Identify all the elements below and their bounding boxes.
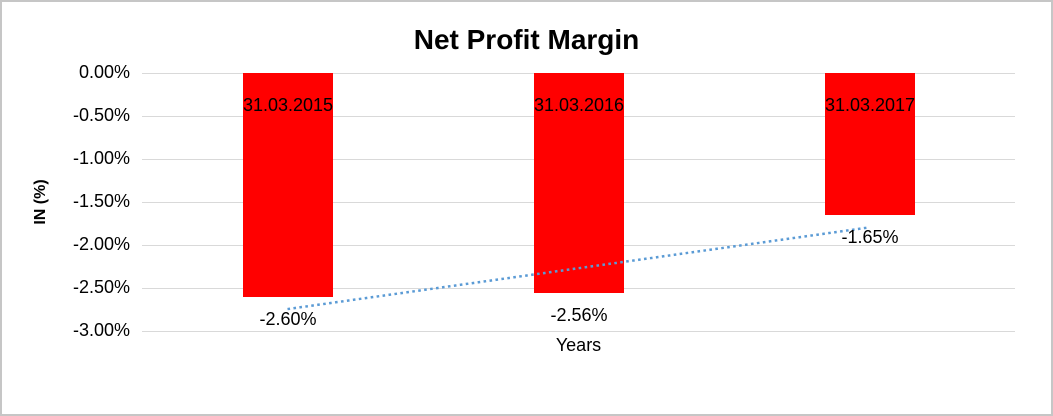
bar-value-label: -2.60%: [259, 309, 317, 329]
bar: [825, 73, 915, 215]
trendline: [287, 226, 870, 311]
y-axis-tick-label: -3.00%: [72, 320, 130, 340]
trendline-segment: [287, 226, 870, 311]
bar-value-label: -1.65%: [841, 227, 899, 247]
y-axis-tick-label: -2.00%: [72, 234, 130, 254]
x-axis-title: Years: [555, 335, 602, 355]
gridline: [142, 331, 1015, 332]
y-axis-tick-label: -1.00%: [72, 148, 130, 168]
bar-category-label: 31.03.2017: [824, 95, 916, 115]
bar-category-label: 31.03.2016: [533, 95, 625, 115]
bar-value-label: -2.56%: [550, 305, 608, 325]
bar-category-label: 31.03.2015: [242, 95, 334, 115]
bar: [243, 73, 333, 297]
bar: [534, 73, 624, 293]
y-axis-tick-label: -1.50%: [72, 191, 130, 211]
y-axis-tick-label: -2.50%: [72, 277, 130, 297]
chart-title: Net Profit Margin: [413, 24, 640, 55]
y-axis-tick-label: -0.50%: [72, 105, 130, 125]
y-axis-tick-label: 0.00%: [78, 62, 130, 82]
